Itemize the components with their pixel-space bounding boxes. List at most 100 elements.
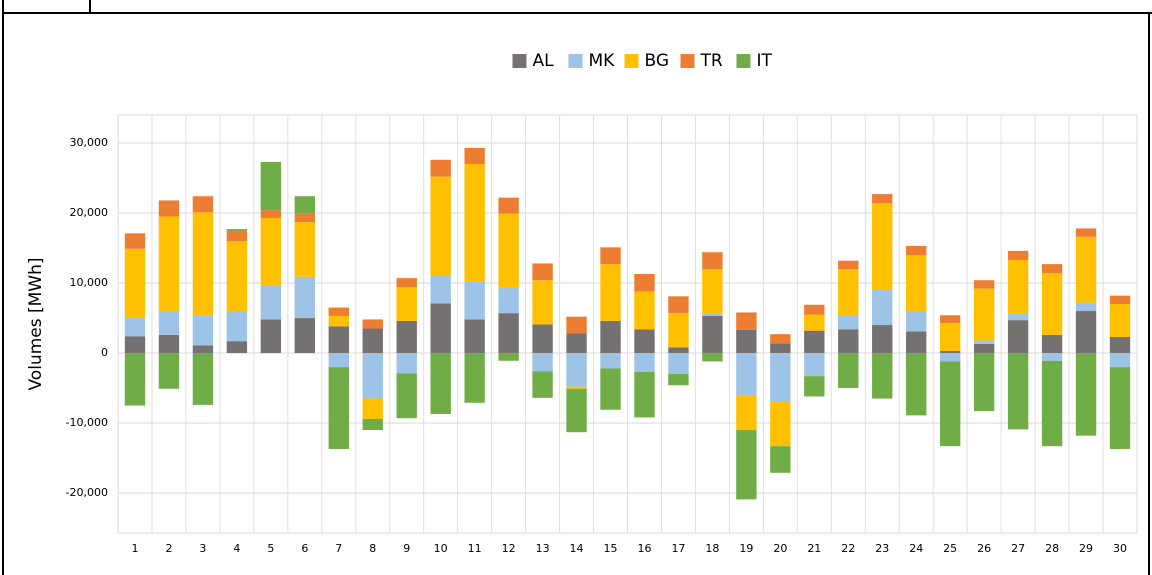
bar-segment bbox=[736, 353, 757, 396]
bar-segment bbox=[1007, 250, 1029, 260]
bar-segment bbox=[158, 353, 180, 389]
bar-segment bbox=[226, 229, 248, 232]
bar-segment bbox=[838, 315, 859, 330]
bar-segment bbox=[362, 418, 383, 431]
bar-segment bbox=[1007, 320, 1029, 354]
bar-segment bbox=[736, 395, 757, 431]
bar-segment bbox=[566, 386, 587, 389]
bar-segment bbox=[124, 318, 146, 337]
x-tick-label: 21 bbox=[807, 542, 821, 555]
legend-label: AL bbox=[533, 51, 555, 71]
bar-segment bbox=[634, 291, 655, 330]
bar-segment bbox=[1007, 353, 1029, 430]
bar-segment bbox=[770, 402, 791, 447]
bar-segment bbox=[430, 176, 451, 277]
bar-segment bbox=[1109, 367, 1131, 449]
bar-segment bbox=[1007, 313, 1029, 321]
bar-segment bbox=[192, 196, 214, 213]
bar-segment bbox=[294, 222, 316, 277]
bar-segment bbox=[906, 331, 927, 354]
x-tick-label: 4 bbox=[233, 542, 240, 555]
bar-segment bbox=[124, 233, 146, 249]
bar-segment bbox=[464, 147, 485, 165]
x-tick-label: 11 bbox=[468, 542, 482, 555]
bar-segment bbox=[226, 241, 248, 312]
bar-segment bbox=[600, 247, 621, 265]
x-tick-label: 10 bbox=[434, 542, 448, 555]
bar-segment bbox=[973, 288, 995, 341]
bar-segment bbox=[770, 343, 791, 354]
bar-segment bbox=[566, 333, 587, 354]
bar-segment bbox=[1075, 236, 1097, 303]
x-tick-label: 18 bbox=[705, 542, 719, 555]
bar-segment bbox=[906, 245, 927, 256]
bar-segment bbox=[328, 367, 349, 449]
bar-segment bbox=[498, 313, 519, 354]
legend-swatch bbox=[568, 54, 583, 68]
y-tick-label: 10,000 bbox=[70, 276, 109, 289]
bar-segment bbox=[939, 322, 961, 351]
bar-segment bbox=[1075, 228, 1097, 237]
bar-segment bbox=[566, 353, 587, 387]
y-tick-label: -20,000 bbox=[66, 486, 108, 499]
x-tick-label: 20 bbox=[773, 542, 787, 555]
bar-segment bbox=[634, 273, 655, 292]
bar-segment bbox=[294, 276, 316, 319]
bar-segment bbox=[804, 330, 825, 354]
bar-segment bbox=[939, 350, 961, 354]
bar-segment bbox=[804, 304, 825, 315]
bar-segment bbox=[838, 260, 859, 270]
bar-segment bbox=[600, 320, 621, 354]
bar-segment bbox=[294, 318, 316, 354]
x-tick-label: 17 bbox=[671, 542, 685, 555]
bar-segment bbox=[328, 315, 349, 327]
bar-segment bbox=[226, 311, 248, 342]
bar-segment bbox=[973, 343, 995, 354]
bar-segment bbox=[498, 353, 519, 361]
legend-label: MK bbox=[589, 51, 616, 71]
bar-segment bbox=[1007, 259, 1029, 314]
x-tick-label: 27 bbox=[1011, 542, 1025, 555]
bar-segment bbox=[396, 278, 417, 288]
x-tick-label: 26 bbox=[977, 542, 991, 555]
legend-label: TR bbox=[700, 51, 723, 71]
bar-segment bbox=[158, 200, 180, 217]
bar-segment bbox=[668, 374, 689, 386]
bar-segment bbox=[192, 345, 214, 354]
bar-segment bbox=[973, 340, 995, 344]
bar-segment bbox=[872, 194, 893, 204]
bar-segment bbox=[838, 353, 859, 389]
bar-segment bbox=[804, 353, 825, 377]
bar-segment bbox=[430, 159, 451, 177]
bar-segment bbox=[770, 334, 791, 344]
bar-segment bbox=[872, 290, 893, 326]
bar-segment bbox=[1109, 304, 1131, 337]
bar-segment bbox=[838, 269, 859, 316]
bar-segment bbox=[260, 217, 282, 286]
bar-segment bbox=[1075, 353, 1097, 436]
bar-segment bbox=[770, 446, 791, 473]
y-axis-label: Volumes [MWh] bbox=[26, 257, 46, 390]
bar-segment bbox=[362, 353, 383, 399]
bar-segment bbox=[1109, 336, 1131, 354]
legend-label: IT bbox=[757, 51, 773, 71]
bar-segment bbox=[498, 287, 519, 314]
bar-segment bbox=[668, 347, 689, 354]
bar-segment bbox=[600, 368, 621, 410]
x-tick-label: 7 bbox=[335, 542, 342, 555]
bar-segment bbox=[158, 334, 180, 354]
bar-segment bbox=[430, 353, 451, 414]
bar-segment bbox=[1041, 353, 1063, 361]
x-tick-label: 19 bbox=[739, 542, 753, 555]
bar-segment bbox=[736, 312, 757, 330]
x-tick-label: 13 bbox=[536, 542, 550, 555]
bar-segment bbox=[939, 315, 961, 323]
bar-segment bbox=[906, 255, 927, 312]
bar-segment bbox=[736, 329, 757, 354]
bar-segment bbox=[770, 353, 791, 403]
bar-segment bbox=[804, 314, 825, 331]
bar-segment bbox=[872, 203, 893, 291]
bar-segment bbox=[158, 311, 180, 335]
bar-segment bbox=[396, 353, 417, 374]
